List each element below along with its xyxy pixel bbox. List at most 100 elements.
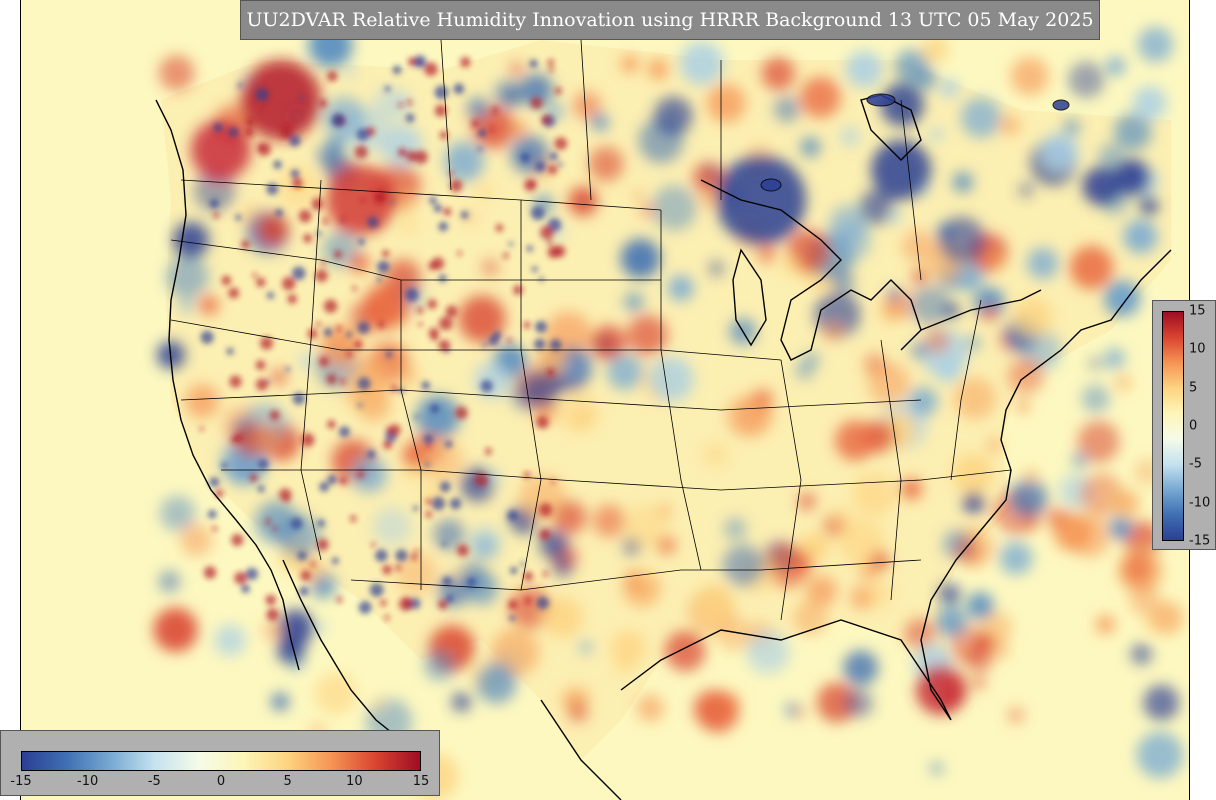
innovation-speck — [389, 424, 401, 436]
innovation-speck — [301, 433, 315, 447]
innovation-blob — [1111, 489, 1140, 518]
innovation-blob — [798, 493, 816, 510]
innovation-speck — [244, 127, 254, 137]
innovation-blob — [679, 41, 724, 86]
innovation-speck — [442, 576, 452, 587]
innovation-blob — [952, 172, 973, 193]
horizontal-tick-label: 15 — [412, 774, 430, 789]
innovation-speck — [547, 59, 554, 66]
innovation-speck — [531, 266, 538, 273]
coastline — [155, 94, 1172, 800]
innovation-blob — [793, 705, 807, 719]
innovation-speck — [439, 481, 451, 493]
innovation-blob — [936, 606, 967, 638]
innovation-speck — [255, 378, 268, 391]
innovation-speck — [410, 553, 418, 561]
innovation-speck — [384, 85, 391, 92]
innovation-speck — [357, 377, 371, 391]
innovation-blob — [623, 569, 661, 608]
innovation-blob — [708, 261, 724, 276]
innovation-blob — [773, 96, 801, 123]
innovation-speck — [431, 496, 446, 511]
innovation-blob — [955, 538, 981, 564]
innovation-blob — [1016, 399, 1029, 413]
innovation-speck — [215, 489, 224, 498]
innovation-speck — [298, 209, 312, 223]
innovation-speck — [335, 325, 342, 332]
innovation-blob — [277, 636, 305, 664]
innovation-blob — [799, 76, 841, 118]
innovation-blob — [986, 437, 1002, 453]
innovation-blob — [424, 649, 455, 681]
innovation-speck — [291, 266, 306, 281]
innovation-blob — [999, 114, 1020, 136]
innovation-blob — [1081, 384, 1110, 413]
innovation-speck — [449, 179, 463, 192]
horizontal-tick-label: 0 — [216, 774, 226, 789]
innovation-blob — [814, 291, 861, 338]
innovation-speck — [384, 615, 390, 621]
innovation-speck — [485, 447, 492, 455]
innovation-speck — [523, 321, 531, 329]
innovation-speck — [273, 160, 282, 169]
innovation-speck — [252, 272, 258, 278]
innovation-speck — [438, 599, 448, 610]
innovation-blob — [726, 395, 769, 438]
innovation-speck — [474, 473, 489, 487]
innovation-blob — [1109, 516, 1132, 540]
innovation-blob — [1077, 420, 1120, 463]
innovation-speck — [249, 473, 258, 482]
innovation-speck — [414, 549, 419, 554]
innovation-blob — [579, 641, 592, 654]
innovation-speck — [536, 596, 550, 610]
innovation-speck — [346, 331, 353, 338]
innovation-speck — [395, 564, 402, 571]
innovation-speck — [356, 128, 370, 141]
innovation-speck — [424, 462, 430, 468]
innovation-speck — [377, 321, 385, 328]
innovation-speck — [480, 379, 493, 393]
innovation-speck — [371, 542, 376, 547]
innovation-blob — [199, 296, 219, 315]
innovation-speck — [318, 356, 329, 367]
innovation-speck — [357, 321, 370, 334]
innovation-blob — [458, 561, 487, 590]
innovation-speck — [453, 83, 465, 95]
horizontal-tick-label: -10 — [77, 774, 99, 789]
innovation-blob — [560, 349, 594, 382]
innovation-speck — [538, 503, 553, 517]
innovation-speck — [357, 403, 363, 408]
innovation-blob — [695, 584, 735, 624]
innovation-blob — [519, 474, 566, 522]
innovation-blob — [909, 387, 938, 416]
innovation-blob — [900, 478, 922, 500]
innovation-speck — [540, 225, 554, 240]
innovation-speck — [366, 449, 376, 459]
innovation-speck — [265, 518, 271, 525]
innovation-speck — [554, 87, 562, 95]
innovation-blob — [936, 359, 960, 383]
innovation-speck — [407, 57, 417, 67]
innovation-blob — [1089, 357, 1102, 370]
innovation-speck — [536, 415, 549, 429]
innovation-speck — [323, 327, 333, 337]
innovation-speck — [443, 207, 452, 216]
innovation-blob — [1114, 159, 1151, 196]
innovation-blob — [416, 395, 460, 439]
innovation-blob — [256, 213, 289, 246]
innovation-blob — [158, 570, 181, 593]
innovation-speck — [311, 197, 324, 210]
innovation-speck — [449, 497, 462, 510]
innovation-speck — [416, 59, 422, 66]
innovation-blob — [859, 190, 894, 225]
innovation-blob — [179, 298, 195, 314]
innovation-blob — [967, 336, 980, 349]
innovation-blob — [1068, 61, 1105, 98]
innovation-blob — [632, 189, 645, 202]
innovation-blob — [706, 83, 746, 123]
innovation-blob — [153, 607, 198, 652]
innovation-speck — [322, 218, 329, 225]
innovation-speck — [509, 566, 518, 575]
innovation-speck — [376, 276, 382, 282]
innovation-blob — [816, 682, 858, 723]
